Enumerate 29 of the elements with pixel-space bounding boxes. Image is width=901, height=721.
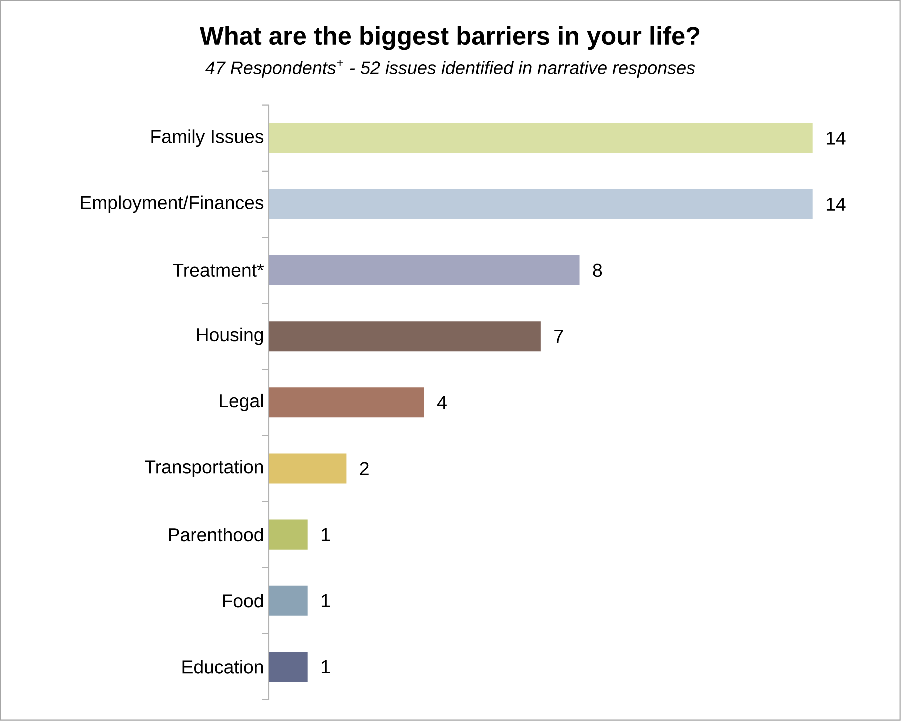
chart-title: What are the biggest barriers in your life? xyxy=(200,26,700,50)
y-tick-label: Food xyxy=(223,594,264,608)
y-tick-label: Transportation xyxy=(145,460,264,478)
y-tick-label: Treatment* xyxy=(173,264,264,278)
bar xyxy=(269,123,813,154)
data-label: 1 xyxy=(322,528,330,542)
data-label: 7 xyxy=(554,330,564,344)
data-label: 2 xyxy=(360,462,369,476)
bar xyxy=(269,652,308,682)
bar xyxy=(269,388,424,418)
data-label: 14 xyxy=(826,198,846,211)
bar xyxy=(269,454,347,484)
bar xyxy=(269,322,541,352)
data-label: 14 xyxy=(826,132,846,145)
bar xyxy=(269,586,308,616)
data-label: 1 xyxy=(322,594,330,608)
y-tick-label: Housing xyxy=(197,328,264,346)
data-label: 4 xyxy=(438,396,447,410)
y-tick-label: Family Issues xyxy=(152,130,264,148)
data-label: 1 xyxy=(322,660,330,674)
chart-subtitle: 47 Respondents$^{+}$ - 52 issues identified in narrative responses xyxy=(205,60,696,78)
y-tick-label: Education xyxy=(182,660,264,674)
y-tick-label: Legal xyxy=(220,394,264,412)
data-label: 8 xyxy=(593,264,602,278)
bar xyxy=(269,189,813,220)
bar xyxy=(269,256,580,286)
bar xyxy=(269,520,308,550)
y-tick-label: Parenthood xyxy=(169,528,264,542)
y-tick-label: Employment/Finances xyxy=(81,196,264,214)
